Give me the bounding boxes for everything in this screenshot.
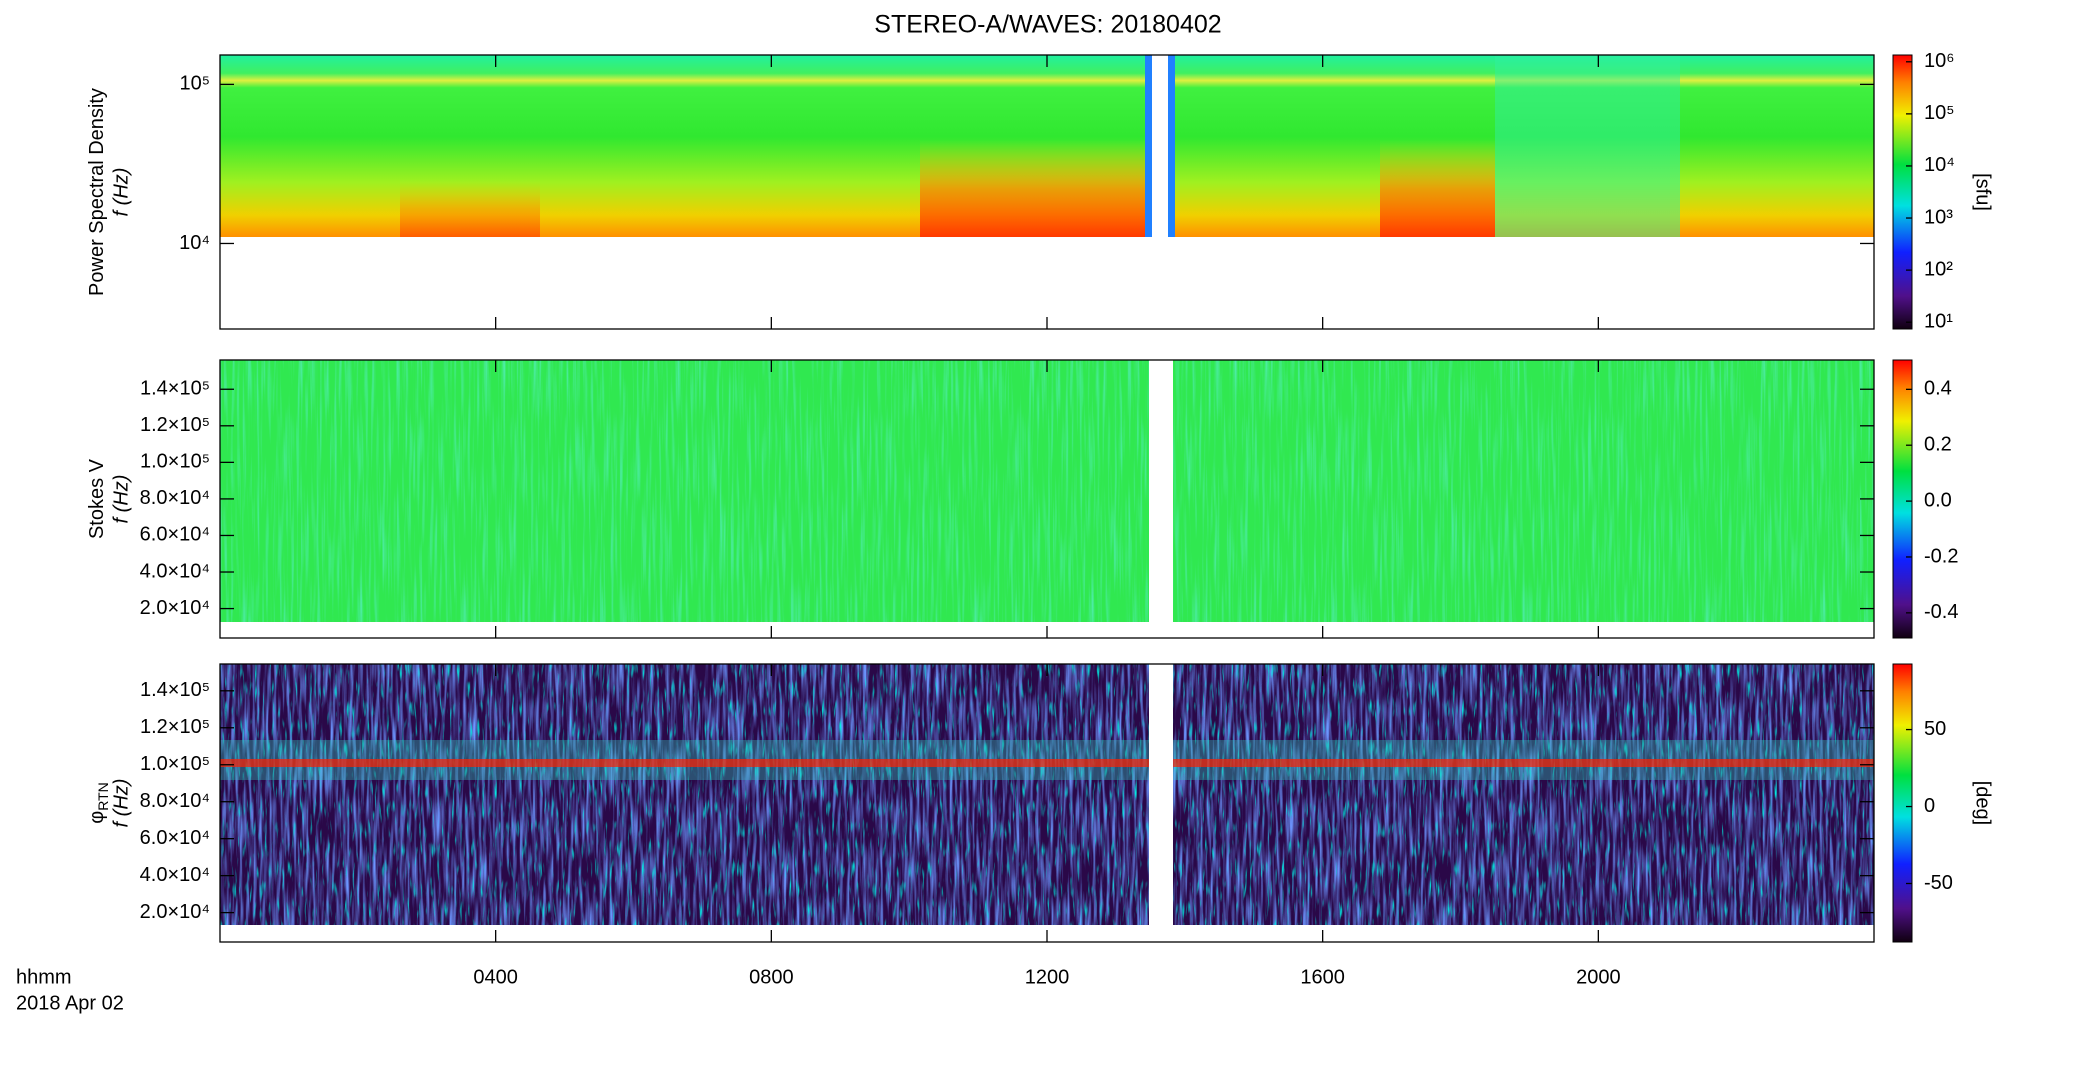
colorbar-tick-label: 0.0 — [1924, 489, 1952, 511]
colorbar-tick-label: 10⁶ — [1924, 50, 1954, 72]
y-axis-label-text: Power Spectral Density — [86, 88, 108, 296]
y-axis-label-sub: RTN — [95, 782, 111, 811]
y-axis-label: f (Hz) — [110, 168, 132, 217]
colorbar-tick-label: 10⁵ — [1924, 102, 1955, 124]
colorbar — [1892, 54, 1913, 330]
colorbar — [1892, 359, 1913, 639]
colorbar-tick-label: -0.4 — [1924, 601, 1958, 623]
y-axis-label-text: Stokes V — [86, 458, 108, 539]
y-tick-label: 2.0×10⁴ — [140, 901, 210, 923]
y-tick-label: 6.0×10⁴ — [140, 524, 210, 546]
y-tick-label: 1.2×10⁵ — [140, 716, 210, 738]
chart-title: STEREO-A/WAVES: 20180402 — [874, 11, 1221, 39]
y-tick-label: 1.0×10⁵ — [140, 753, 210, 775]
y-tick-label: 1.0×10⁵ — [140, 451, 210, 473]
colorbar-label: [deg] — [1972, 781, 1994, 825]
y-tick-label: 10⁴ — [179, 232, 210, 254]
y-tick-label: 8.0×10⁴ — [140, 790, 210, 812]
y-tick-label: 1.4×10⁵ — [140, 378, 210, 400]
y-tick-label: 4.0×10⁴ — [140, 864, 210, 886]
x-tick-label: 0800 — [749, 966, 794, 988]
y-axis-label: φRTN — [86, 782, 110, 824]
colorbar-tick-label: 10¹ — [1924, 310, 1953, 332]
y-tick-label: 1.2×10⁵ — [140, 414, 210, 436]
x-tick-label: 2000 — [1576, 966, 1621, 988]
colorbar-tick-label: 0.2 — [1924, 433, 1952, 455]
colorbar-tick-label: -0.2 — [1924, 545, 1958, 567]
y-tick-label: 8.0×10⁴ — [140, 487, 210, 509]
spectrogram-image — [220, 55, 1874, 925]
y-tick-label: 2.0×10⁴ — [140, 597, 210, 619]
colorbar-tick-label: 10³ — [1924, 206, 1953, 228]
colorbar — [1892, 663, 1913, 943]
y-axis-label: Stokes V — [86, 458, 108, 539]
colorbar-tick-label: 50 — [1924, 718, 1946, 740]
y-axis-label: f (Hz) — [110, 475, 132, 524]
colorbar-tick-label: 0.4 — [1924, 378, 1952, 400]
y-axis-label: f (Hz) — [110, 779, 132, 828]
colorbar-label: [sfu] — [1972, 173, 1994, 211]
y-axis-label: Power Spectral Density — [86, 88, 108, 296]
colorbar-tick-label: 10⁴ — [1924, 154, 1955, 176]
y-axis-label-text: φ — [86, 811, 108, 824]
y-tick-label: 1.4×10⁵ — [140, 679, 210, 701]
y-tick-label: 10⁵ — [179, 73, 210, 95]
x-axis-label: hhmm — [16, 966, 72, 988]
y-tick-label: 4.0×10⁴ — [140, 560, 210, 582]
colorbar-tick-label: -50 — [1924, 872, 1953, 894]
colorbar-tick-label: 10² — [1924, 258, 1953, 280]
x-tick-label: 1200 — [1025, 966, 1070, 988]
y-tick-label: 6.0×10⁴ — [140, 827, 210, 849]
date-label: 2018 Apr 02 — [16, 992, 124, 1014]
x-tick-label: 1600 — [1300, 966, 1345, 988]
x-tick-label: 0400 — [473, 966, 518, 988]
colorbar-tick-label: 0 — [1924, 795, 1935, 817]
